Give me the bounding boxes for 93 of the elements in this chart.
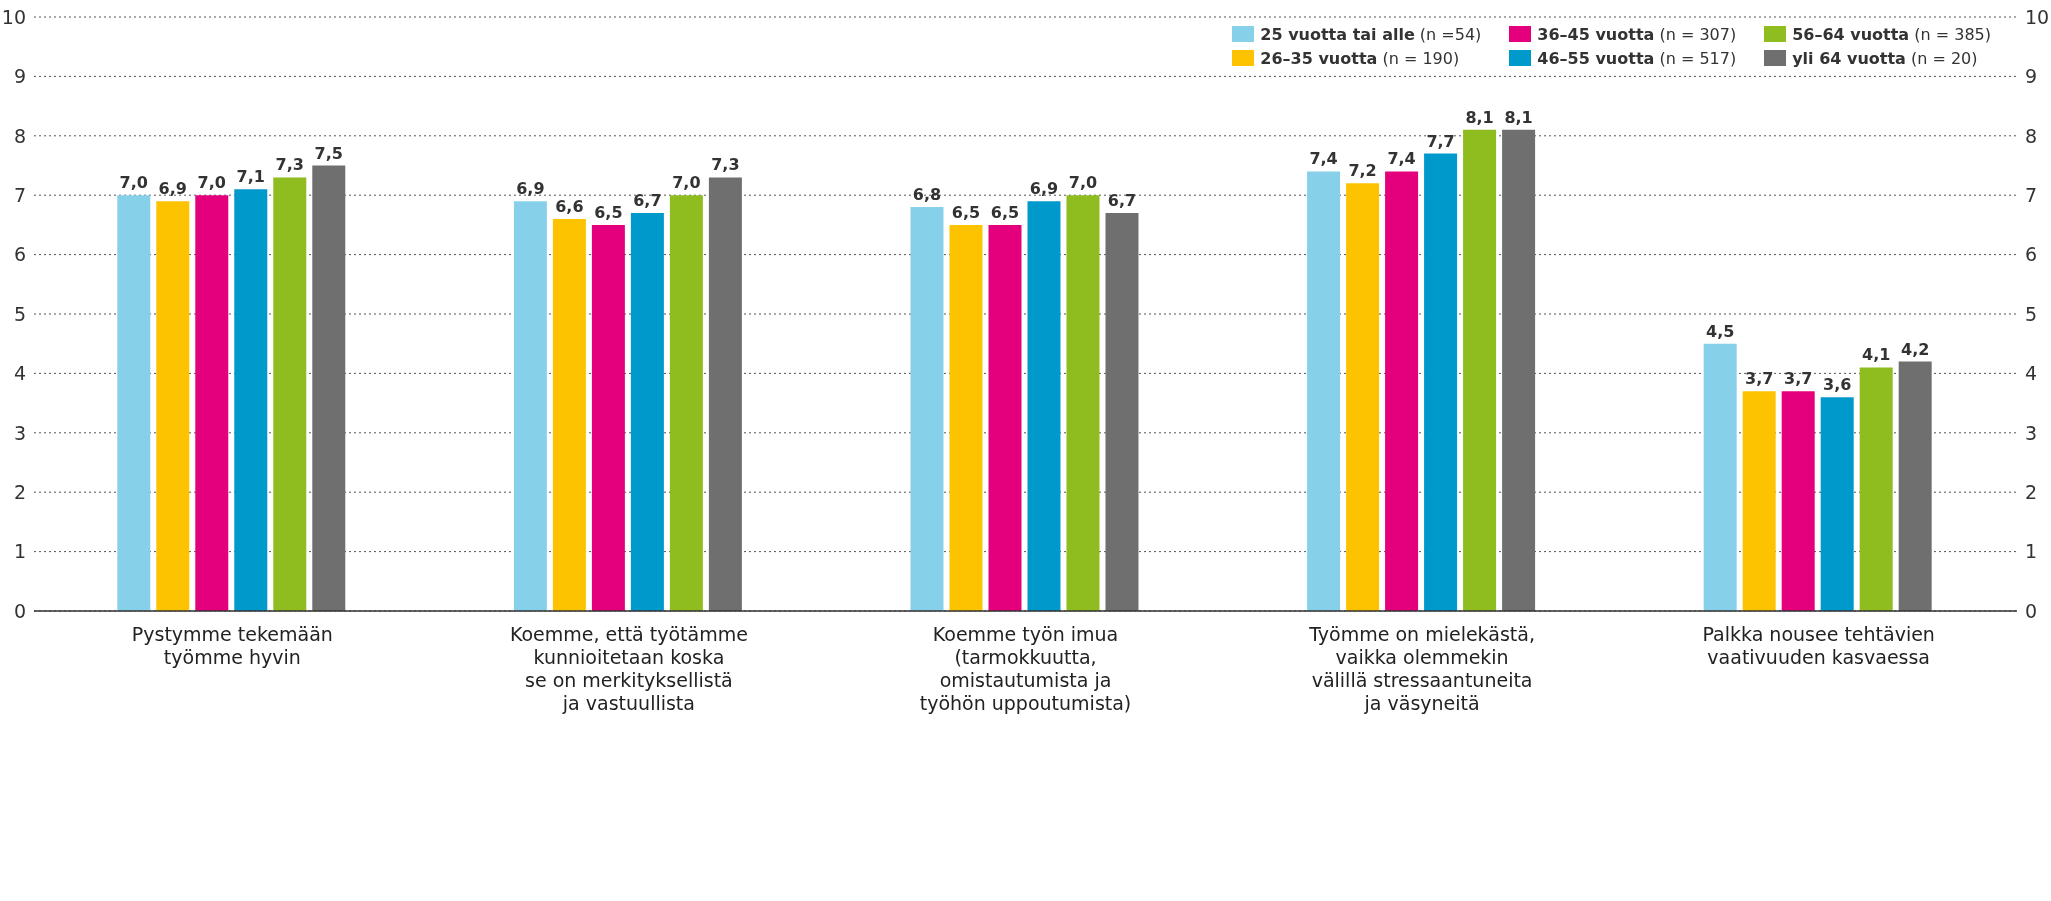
y-tick-label: 10	[1, 5, 26, 28]
data-label: 7,2	[1348, 161, 1377, 181]
data-label: 7,4	[1387, 149, 1416, 169]
data-label: 7,3	[275, 155, 304, 175]
y-tick-label: 4	[13, 362, 26, 385]
data-label: 7,0	[119, 173, 148, 193]
y2-tick-label: 2	[2025, 480, 2038, 503]
data-label: 6,9	[1029, 179, 1059, 199]
data-label: 7,4	[1309, 149, 1338, 169]
bar	[988, 224, 1022, 611]
bar	[1385, 171, 1419, 611]
data-label: 4,2	[1901, 339, 1930, 359]
data-label: 8,1	[1504, 107, 1533, 127]
y-tick-label: 7	[13, 183, 26, 206]
bar	[1859, 367, 1893, 611]
bar	[273, 177, 307, 611]
y2-tick-label: 3	[2025, 421, 2038, 444]
y2-tick-label: 0	[2025, 599, 2038, 622]
y-tick-label: 5	[13, 302, 26, 325]
bar	[669, 195, 703, 611]
x-tick-label: Koemme, että työtämme kunnioitetaan koska se on merkityksellistä ja vastuullista	[509, 623, 748, 714]
bar	[1066, 195, 1100, 611]
bar	[1781, 391, 1815, 611]
y2-tick-label: 9	[2025, 65, 2038, 88]
bar	[552, 218, 586, 611]
data-label: 7,1	[236, 167, 265, 187]
data-label: 6,8	[912, 185, 942, 205]
y-tick-label: 1	[13, 540, 26, 563]
legend-label: 36–45 vuotta (n = 307)	[1537, 24, 1737, 44]
data-label: 7,0	[197, 173, 226, 193]
y-tick-label: 0	[13, 599, 26, 622]
y2-tick-label: 7	[2025, 183, 2038, 206]
x-tick-label: Koemme työn imua (tarmokkuutta, omistautumista ja työhön uppoutumista)	[919, 623, 1132, 714]
y2-tick-label: 4	[2025, 362, 2038, 385]
y-tick-label: 8	[13, 124, 26, 147]
y2-tick-label: 8	[2025, 124, 2038, 147]
bar	[1502, 129, 1536, 611]
bar	[1424, 153, 1458, 611]
bar	[156, 201, 190, 611]
data-label: 4,5	[1706, 321, 1735, 341]
bar	[591, 224, 625, 611]
bar	[117, 195, 151, 611]
data-label: 6,9	[158, 179, 187, 199]
data-label: 6,7	[1107, 191, 1137, 211]
data-label: 6,6	[555, 196, 584, 216]
data-label: 3,7	[1745, 369, 1774, 389]
y-tick-label: 6	[13, 243, 26, 266]
bar	[1105, 213, 1139, 611]
bar	[1463, 129, 1497, 611]
x-tick-label: Pystymme tekemään työmme hyvin	[131, 623, 333, 668]
bar	[949, 224, 983, 611]
data-label: 6,5	[990, 202, 1020, 222]
y-tick-label: 3	[13, 421, 26, 444]
bar	[1898, 361, 1932, 611]
bar	[1703, 343, 1737, 611]
bar	[195, 195, 229, 611]
data-label: 4,1	[1862, 345, 1891, 365]
bar	[1742, 391, 1776, 611]
legend-label: 25 vuotta tai alle (n =54)	[1260, 24, 1482, 44]
data-label: 3,7	[1784, 369, 1813, 389]
bar	[1307, 171, 1341, 611]
y-tick-label: 2	[13, 480, 26, 503]
data-label: 6,5	[951, 202, 981, 222]
bar	[1820, 397, 1854, 611]
x-tick-label: Työmme on mielekästä, vaikka olemmekin välillä stressaantuneita ja väsyneitä	[1308, 623, 1535, 714]
data-label: 7,0	[672, 173, 701, 193]
data-label: 7,7	[1426, 131, 1455, 151]
bar	[630, 213, 664, 611]
data-label: 6,5	[594, 202, 623, 222]
bar	[1027, 201, 1061, 611]
data-label: 3,6	[1823, 375, 1852, 395]
y2-tick-label: 6	[2025, 243, 2038, 266]
data-label: 7,0	[1068, 173, 1098, 193]
legend-label: 56–64 vuotta (n = 385)	[1792, 24, 1991, 44]
bar	[708, 177, 742, 611]
bar	[513, 201, 547, 611]
data-label: 8,1	[1465, 107, 1494, 127]
legend-label: 46–55 vuotta (n = 517)	[1537, 48, 1737, 68]
y-tick-label: 9	[13, 65, 26, 88]
bar	[234, 189, 268, 611]
y2-tick-label: 5	[2025, 302, 2038, 325]
data-label: 7,5	[314, 143, 343, 163]
y2-tick-label: 10	[2025, 5, 2050, 28]
y2-tick-label: 1	[2025, 540, 2038, 563]
legend-label: 26–35 vuotta (n = 190)	[1260, 48, 1460, 68]
bar	[1346, 183, 1380, 611]
legend-label: yli 64 vuotta (n = 20)	[1792, 48, 1978, 68]
bar	[312, 165, 346, 611]
data-label: 6,7	[633, 191, 662, 211]
data-label: 6,9	[516, 179, 545, 199]
bar	[910, 207, 944, 611]
data-label: 7,3	[711, 155, 740, 175]
x-tick-label: Palkka nousee tehtävien vaativuuden kasvaessa	[1702, 623, 1935, 668]
